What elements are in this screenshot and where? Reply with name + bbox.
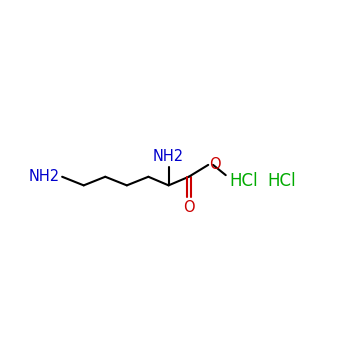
Text: HCl: HCl: [230, 172, 258, 190]
Text: NH2: NH2: [29, 169, 60, 184]
Text: O: O: [210, 156, 221, 172]
Text: NH2: NH2: [153, 149, 184, 164]
Text: O: O: [183, 200, 195, 215]
Text: HCl: HCl: [267, 172, 296, 190]
